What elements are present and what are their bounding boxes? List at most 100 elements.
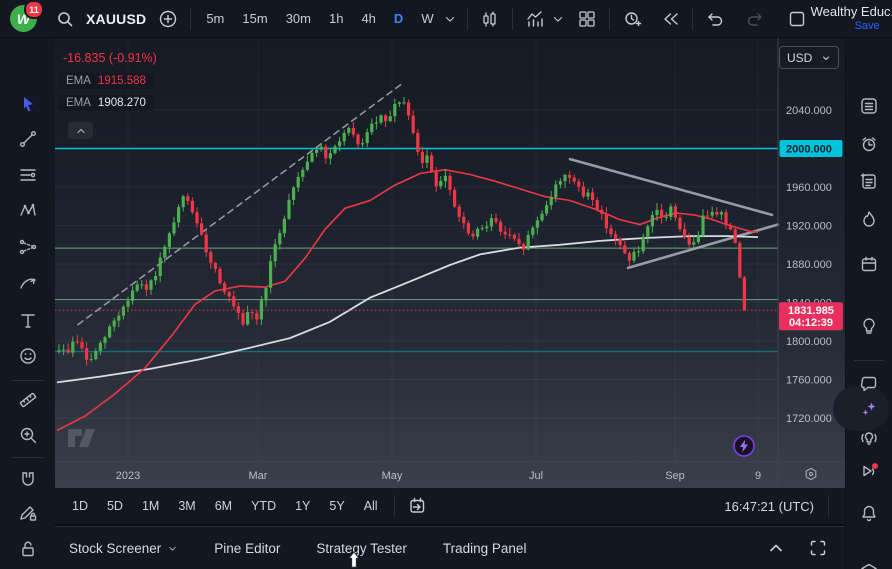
undo-button[interactable] [701,5,729,33]
timeframe-15m[interactable]: 15m [242,10,268,26]
tool-draw-lock-button[interactable] [0,496,55,530]
pattern-icon [19,203,36,216]
tab-stock-screener[interactable]: Stock Screener [69,541,178,556]
range-1m[interactable]: 1M [141,499,160,513]
tool-notifications-button[interactable] [846,496,892,530]
chevron-down-icon [823,56,829,60]
tool-news-button[interactable] [846,164,892,198]
tool-chat-button[interactable] [846,367,892,401]
compare-add-button[interactable] [154,5,182,33]
tool-zoom-in-button[interactable] [0,418,55,452]
tool-trend-line-button[interactable] [0,122,55,156]
tool-emoji-button[interactable] [0,339,55,373]
layout-name[interactable]: Wealthy Educ... Save [811,4,892,33]
indicators-button[interactable] [521,5,549,33]
indicator-name: EMA [66,75,91,87]
symbol-name: XAUUSD [86,10,147,27]
range-5y[interactable]: 5Y [329,499,345,513]
clock-utc[interactable]: 16:47:21 (UTC) [724,498,814,514]
timeframe-30m[interactable]: 30m [285,10,311,26]
range-5d[interactable]: 5D [106,499,123,513]
svg-text:1800.000: 1800.000 [786,336,832,348]
tab-trading-panel[interactable]: Trading Panel [443,541,527,556]
price-chart[interactable]: 2040.0001960.0001920.0001880.0001840.000… [55,38,846,488]
watchlist-icon [861,98,877,114]
tool-brush-button[interactable] [0,267,55,301]
ema-slow-line [56,235,759,384]
timeframe-dropdown-chevron[interactable] [441,5,459,33]
bar-replay-button[interactable] [656,5,684,33]
save-link[interactable]: Save [854,19,880,32]
timeframe-5m[interactable]: 5m [206,10,225,26]
tab-pine-editor[interactable]: Pine Editor [214,541,280,556]
tool-streams-button[interactable] [846,454,892,488]
brush-icon [19,278,36,289]
tool-pattern-button[interactable] [0,193,55,227]
layout-grid-button[interactable] [573,5,601,33]
chart-style-button[interactable] [476,5,504,33]
chart-area[interactable]: 2040.0001960.0001920.0001880.0001840.000… [55,38,846,488]
tool-forecast-button[interactable] [0,230,55,264]
goto-date-button[interactable] [403,492,431,520]
tool-watchlist-button[interactable] [846,89,892,123]
panel-maximize-icon[interactable] [804,534,832,562]
tab-label: Strategy Tester [316,540,407,556]
tool-calendar-button[interactable] [846,247,892,281]
tool-magnet-button[interactable] [0,463,55,497]
timeframe-d[interactable]: D [393,10,404,26]
notification-count-badge: 11 [24,0,44,19]
range-6m[interactable]: 6M [214,499,233,513]
legend-collapse-button[interactable] [68,122,93,139]
currency-dropdown[interactable]: USD [779,46,839,69]
drawing-toolbar [0,38,55,569]
sidebar-divider [854,360,884,361]
panel-expand-chevron-icon[interactable] [762,534,790,562]
highlight-blob [833,386,889,431]
text-icon [20,314,35,328]
toolbar-divider [828,495,829,517]
ema-fast-legend[interactable]: EMA 1915.588 [58,73,154,89]
tool-cursor-button[interactable] [0,87,55,121]
highlighted-price-label[interactable]: 2000.000 [779,140,843,157]
range-1d[interactable]: 1D [72,499,88,513]
tool-fib-lines-button[interactable] [0,158,55,192]
tool-hotlists-button[interactable] [846,202,892,236]
toolbar-divider [511,7,513,30]
tool-ai-sparkles-button[interactable] [833,386,892,431]
price-change-label: -16.835 (-0.91%) [63,51,157,65]
flash-boost-button[interactable] [732,434,756,463]
tab-strategy-tester[interactable]: Strategy Tester [316,541,407,556]
tool-ideas-button[interactable] [846,309,892,343]
indicators-dropdown-chevron[interactable] [549,5,567,33]
indicator-value: 1908.270 [97,97,146,109]
timeframe-group: 5m 15m 30m 1h 4h D W [199,6,440,32]
tool-lock-button[interactable] [0,532,55,566]
range-all[interactable]: All [363,499,378,513]
sidebar-divider [12,457,43,458]
axis-settings-gear-icon[interactable] [803,466,819,487]
timeframe-4h[interactable]: 4h [361,10,376,26]
account-logo[interactable]: W 11 [10,0,44,32]
candlestick-series[interactable] [57,97,746,366]
tool-live-ideas-button[interactable] [846,421,892,455]
object-tree-icon [861,563,877,569]
tool-object-tree-button[interactable] [846,554,892,569]
symbol-search[interactable]: XAUUSD [51,5,146,33]
tab-label: Stock Screener [69,540,162,556]
create-alert-button[interactable] [618,5,646,33]
redo-button[interactable] [741,5,769,33]
lock-icon [21,541,34,557]
tool-ruler-button[interactable] [0,383,55,417]
indicator-name: EMA [66,97,91,109]
tool-text-button[interactable] [0,304,55,338]
timeframe-1h[interactable]: 1h [328,10,344,26]
save-layout-button[interactable] [783,5,811,33]
range-3m[interactable]: 3M [178,499,196,513]
indicator-value: 1915.588 [97,75,146,87]
ema-slow-legend[interactable]: EMA 1908.270 [58,95,154,111]
range-ytd[interactable]: YTD [251,499,277,513]
timeframe-w[interactable]: W [421,10,434,26]
tool-alerts-button[interactable] [846,127,892,161]
range-1y[interactable]: 1Y [295,499,311,513]
